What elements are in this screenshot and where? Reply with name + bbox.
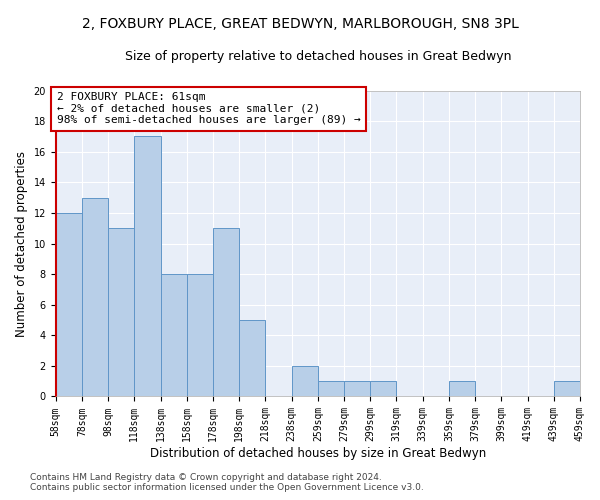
Text: 2, FOXBURY PLACE, GREAT BEDWYN, MARLBOROUGH, SN8 3PL: 2, FOXBURY PLACE, GREAT BEDWYN, MARLBORO… bbox=[82, 18, 518, 32]
Bar bbox=[108, 228, 134, 396]
Bar bbox=[213, 228, 239, 396]
Bar bbox=[187, 274, 213, 396]
Text: Contains HM Land Registry data © Crown copyright and database right 2024.
Contai: Contains HM Land Registry data © Crown c… bbox=[30, 473, 424, 492]
Bar bbox=[161, 274, 187, 396]
Title: Size of property relative to detached houses in Great Bedwyn: Size of property relative to detached ho… bbox=[125, 50, 511, 63]
Bar bbox=[239, 320, 265, 396]
Y-axis label: Number of detached properties: Number of detached properties bbox=[15, 150, 28, 336]
Bar bbox=[370, 381, 397, 396]
Bar bbox=[292, 366, 318, 396]
Bar bbox=[554, 381, 580, 396]
Bar bbox=[134, 136, 161, 396]
X-axis label: Distribution of detached houses by size in Great Bedwyn: Distribution of detached houses by size … bbox=[150, 447, 486, 460]
Text: 2 FOXBURY PLACE: 61sqm
← 2% of detached houses are smaller (2)
98% of semi-detac: 2 FOXBURY PLACE: 61sqm ← 2% of detached … bbox=[57, 92, 361, 126]
Bar bbox=[56, 213, 82, 396]
Bar bbox=[82, 198, 108, 396]
Bar bbox=[449, 381, 475, 396]
Bar bbox=[344, 381, 370, 396]
Bar bbox=[318, 381, 344, 396]
